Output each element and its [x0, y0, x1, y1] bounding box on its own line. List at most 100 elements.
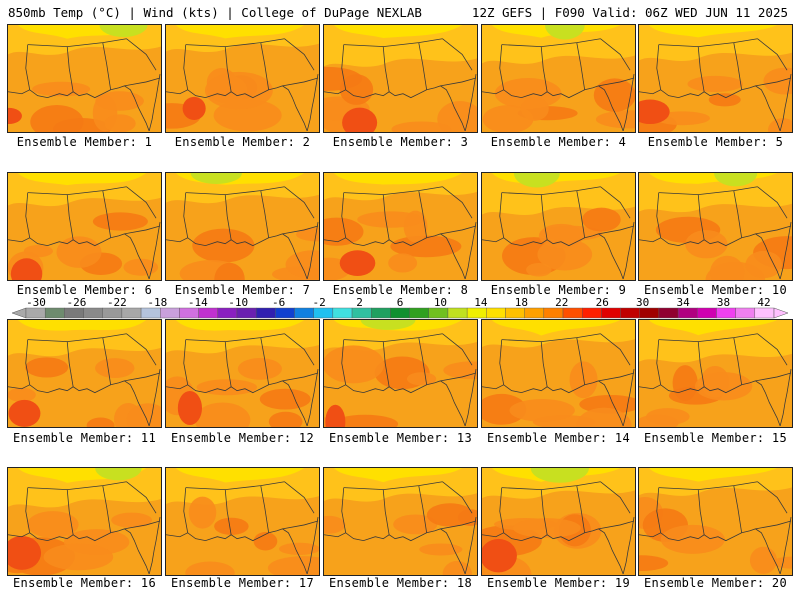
ensemble-member-label: Ensemble Member: 3	[332, 135, 469, 149]
colorbar-tick-label: -14	[187, 296, 208, 309]
ensemble-member-map	[323, 467, 478, 576]
colorbar-swatch	[294, 307, 314, 319]
colorbar-tick-label: -18	[147, 296, 168, 309]
ensemble-member-map	[323, 319, 478, 428]
ensemble-member-map	[7, 467, 162, 576]
temperature-field	[482, 25, 635, 132]
ensemble-member-map	[481, 319, 636, 428]
ensemble-member-map	[323, 24, 478, 133]
temperature-field	[482, 468, 635, 575]
temperature-field	[8, 320, 161, 427]
temperature-field	[639, 320, 792, 427]
colorbar-swatch	[409, 307, 429, 319]
colorbar-tick-label: 26	[595, 296, 609, 309]
temperature-field	[166, 468, 319, 575]
ensemble-member-map	[7, 24, 162, 133]
colorbar-swatch	[275, 307, 295, 319]
colorbar-swatch	[582, 307, 602, 319]
colorbar-swatch	[601, 307, 621, 319]
ensemble-member-map	[165, 467, 320, 576]
temperature-field	[324, 320, 477, 427]
colorbar-swatch	[543, 307, 564, 319]
colorbar-swatch	[428, 307, 449, 319]
colorbar-tick-label: 38	[716, 296, 731, 309]
ensemble-member-map	[638, 24, 793, 133]
colorbar-swatch	[64, 307, 84, 319]
colorbar-swatch	[332, 307, 353, 319]
temperature-field	[166, 320, 319, 427]
ensemble-member-label: Ensemble Member: 14	[487, 431, 630, 445]
colorbar-tick-label: -6	[272, 296, 286, 309]
colorbar-tick-label: 22	[555, 296, 569, 309]
colorbar-tick-label: -22	[106, 296, 127, 309]
ensemble-member-label: Ensemble Member: 7	[174, 283, 311, 297]
ensemble-member-map	[165, 172, 320, 281]
colorbar-swatch	[697, 307, 717, 319]
temperature-field	[324, 468, 477, 575]
colorbar-swatch	[179, 307, 199, 319]
temperature-field	[8, 25, 161, 132]
colorbar-tick-label: 14	[474, 296, 488, 309]
ensemble-member-label: Ensemble Member: 11	[13, 431, 156, 445]
temperature-field	[8, 173, 161, 280]
colorbar-swatch	[198, 307, 218, 319]
colorbar-swatch	[620, 307, 640, 319]
ensemble-member-map	[165, 24, 320, 133]
colorbar-swatch	[658, 307, 679, 319]
colorbar-tick-label: -26	[66, 296, 87, 309]
temperature-field	[324, 173, 477, 280]
temperature-field	[324, 25, 477, 132]
ensemble-member-map	[165, 319, 320, 428]
ensemble-member-map	[638, 467, 793, 576]
colorbar-tick-label: -2	[312, 296, 326, 309]
colorbar-swatch	[524, 307, 545, 319]
ensemble-member-label: Ensemble Member: 16	[13, 576, 156, 590]
ensemble-member-label: Ensemble Member: 12	[171, 431, 314, 445]
colorbar-tick-label: 6	[396, 296, 404, 309]
colorbar-tick-label: 2	[356, 296, 363, 309]
ensemble-member-map	[481, 24, 636, 133]
colorbar-tick-label: 10	[433, 296, 448, 309]
colorbar-swatch	[255, 307, 276, 319]
colorbar-swatch	[121, 307, 142, 319]
colorbar-swatch	[44, 307, 65, 319]
colorbar-swatch	[371, 307, 391, 319]
ensemble-member-map	[481, 467, 636, 576]
temperature-field	[482, 320, 635, 427]
colorbar-swatch	[140, 307, 161, 319]
colorbar-swatch	[505, 307, 525, 319]
ensemble-member-label: Ensemble Member: 6	[16, 283, 153, 297]
temperature-field	[639, 468, 792, 575]
colorbar-swatch	[313, 307, 334, 319]
ensemble-member-label: Ensemble Member: 2	[174, 135, 311, 149]
ensemble-member-map	[638, 172, 793, 281]
colorbar-swatch	[160, 307, 180, 319]
ensemble-member-map	[7, 172, 162, 281]
colorbar-swatch	[716, 307, 736, 319]
temperature-field	[482, 173, 635, 280]
colorbar-tick-label: -10	[228, 296, 249, 309]
colorbar-swatch	[735, 307, 756, 319]
colorbar-swatch	[351, 307, 372, 319]
ensemble-member-label: Ensemble Member: 20	[644, 576, 787, 590]
colorbar-swatch	[236, 307, 257, 319]
ensemble-member-label: Ensemble Member: 18	[329, 576, 472, 590]
colorbar-tick-label: 30	[636, 296, 650, 309]
colorbar-tick-label: -30	[26, 296, 46, 309]
ensemble-member-label: Ensemble Member: 1	[16, 135, 153, 149]
colorbar-swatch	[390, 307, 410, 319]
colorbar-swatch	[217, 307, 238, 319]
temperature-field	[8, 468, 161, 575]
ensemble-member-label: Ensemble Member: 9	[490, 283, 627, 297]
ensemble-member-label: Ensemble Member: 13	[329, 431, 472, 445]
ensemble-member-label: Ensemble Member: 19	[487, 576, 630, 590]
colorbar-swatch	[102, 307, 123, 319]
ensemble-member-label: Ensemble Member: 8	[332, 283, 469, 297]
ensemble-member-map	[638, 319, 793, 428]
temperature-field	[166, 173, 319, 280]
colorbar-min-arrow	[12, 307, 27, 319]
ensemble-member-map	[7, 319, 162, 428]
colorbar-swatch	[677, 307, 698, 319]
ensemble-member-map	[481, 172, 636, 281]
colorbar-tick-label: 42	[757, 296, 771, 309]
